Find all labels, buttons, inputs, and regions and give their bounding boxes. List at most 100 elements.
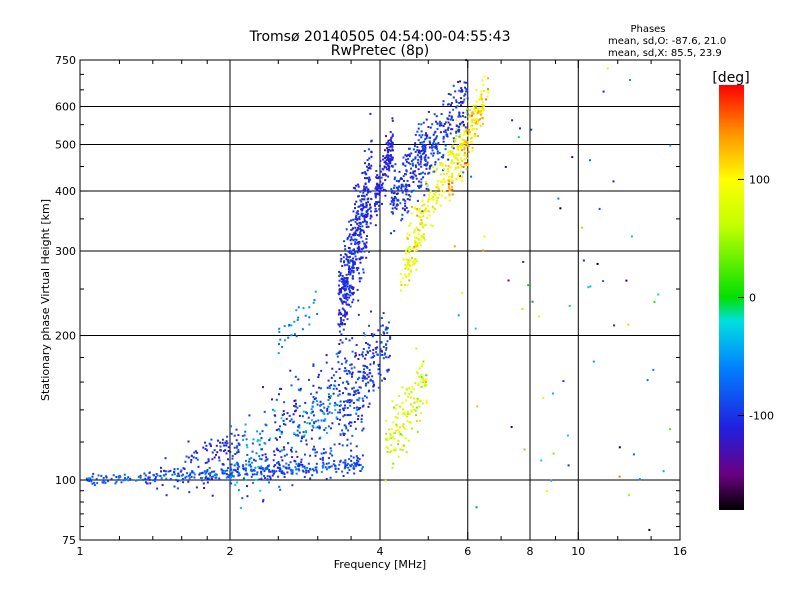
data-point [388,354,391,357]
data-point [568,304,571,307]
data-point [361,454,364,457]
data-point [357,247,360,250]
data-point [344,310,347,313]
data-point [362,268,365,271]
data-point [342,256,345,259]
data-point [425,378,428,381]
data-point [339,339,342,342]
data-point [347,268,350,271]
data-point [367,343,369,346]
data-point [306,466,309,469]
data-point [387,156,390,159]
data-point [230,468,233,471]
data-point [312,363,315,366]
data-point [326,409,329,412]
data-point [338,279,341,282]
data-point [363,185,366,188]
data-point [387,139,390,142]
data-point [291,484,294,487]
data-point [361,225,364,228]
data-point [417,158,420,161]
data-point [420,219,423,222]
data-point [366,235,368,237]
data-point [359,261,362,264]
data-point [176,475,179,478]
data-point [410,152,413,155]
data-point [459,115,462,118]
data-point [412,170,415,173]
data-point [602,90,605,93]
data-point [402,258,405,261]
data-point [453,140,456,143]
data-point [436,167,439,170]
data-point [238,473,241,476]
data-point [260,437,263,440]
data-point [349,294,352,297]
data-point [449,189,452,192]
data-point [447,93,450,95]
data-point [317,426,319,429]
data-point [376,174,379,177]
data-point [356,463,359,466]
data-point [363,368,366,371]
data-point [298,431,301,434]
data-point [342,409,345,412]
data-point [304,314,307,317]
data-point [114,482,117,485]
data-point [370,210,372,213]
data-point [455,106,458,109]
data-point [434,194,437,197]
data-point [434,191,437,194]
data-point [465,140,468,143]
data-point [397,455,400,458]
data-point [421,145,424,148]
data-point [405,155,408,158]
data-point [405,258,408,261]
data-point [422,235,425,238]
data-point [421,377,424,380]
data-point [352,386,355,389]
data-point [352,264,355,267]
data-point [393,178,396,181]
data-point [176,487,179,490]
data-point [418,229,421,232]
data-point [286,412,289,415]
data-point [362,375,365,377]
data-point [464,116,467,119]
data-point [427,172,430,175]
data-point [315,397,318,400]
data-point [319,387,322,390]
data-point [374,207,377,210]
data-point [527,284,530,287]
data-point [410,410,413,413]
data-point [378,183,381,186]
data-point [424,138,427,141]
data-point [322,461,325,464]
data-point [420,235,423,238]
data-point [312,384,315,387]
data-point [333,464,336,467]
data-point [278,466,281,469]
data-point [380,170,383,173]
data-point [346,299,349,302]
data-point [241,497,244,500]
data-point [443,190,446,193]
data-point [272,459,275,462]
data-point [382,312,385,315]
data-point [357,248,360,251]
data-point [144,474,147,477]
data-point [352,456,355,459]
data-point [405,388,408,391]
data-point [427,198,430,201]
data-point [358,407,361,410]
data-point [393,229,396,232]
data-point [398,170,401,173]
data-point [273,454,276,456]
data-point [376,176,379,179]
x-tick-label: 1 [77,545,84,558]
data-point [461,179,464,182]
data-point [294,466,297,469]
data-point [252,469,255,472]
data-point [231,457,234,460]
data-point [397,429,400,431]
